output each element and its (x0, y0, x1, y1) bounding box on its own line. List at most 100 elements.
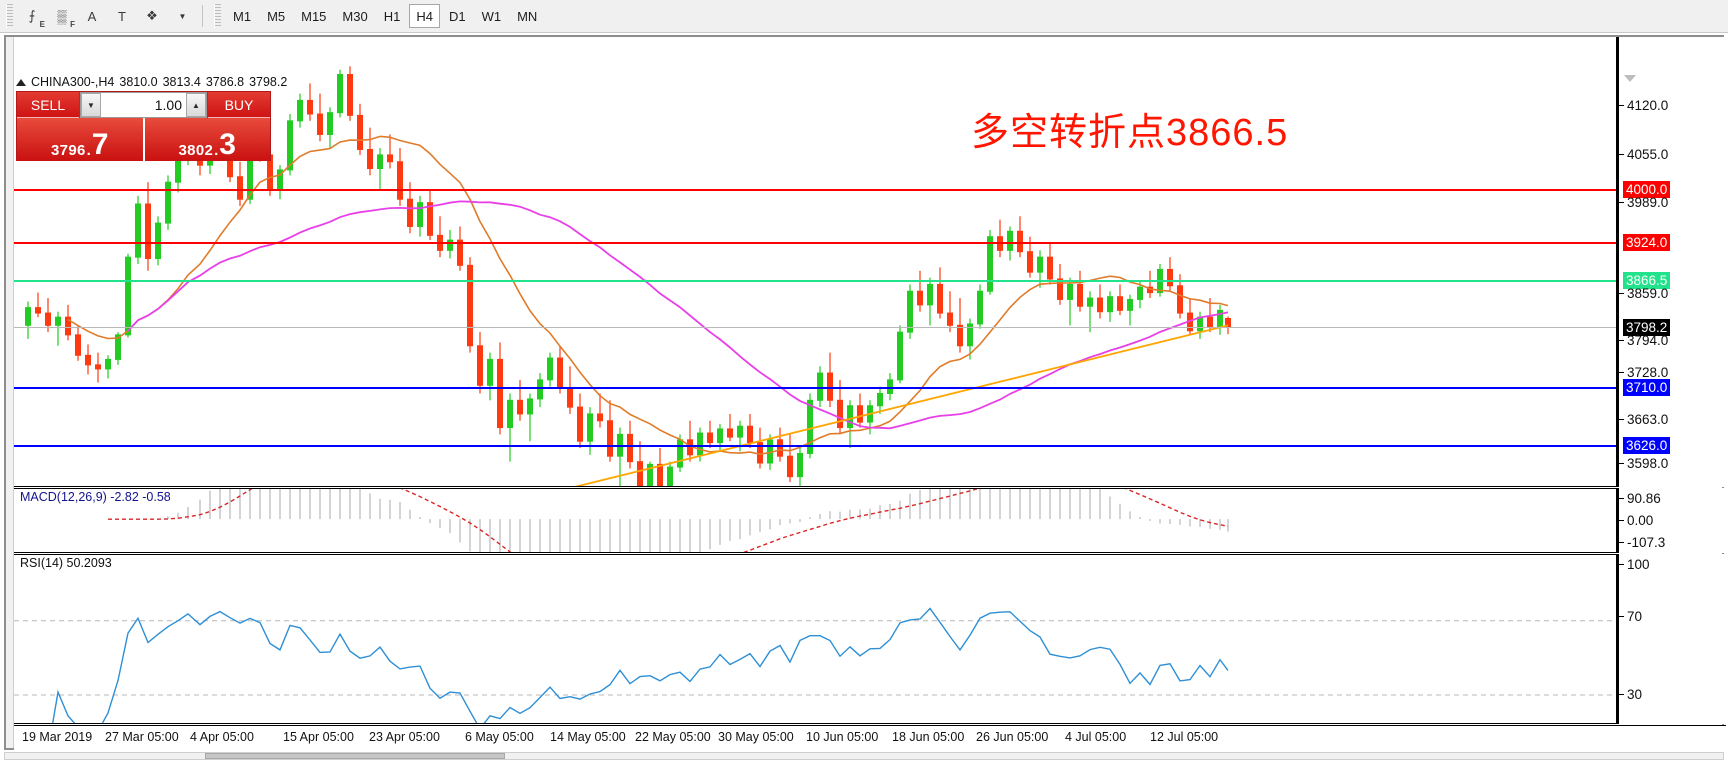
candle-99 (1017, 216, 1023, 258)
candle-55 (577, 393, 583, 449)
candle-61 (637, 441, 643, 486)
scrollbar-thumb[interactable] (205, 753, 505, 759)
price-axis-badge-3710.0[interactable]: 3710.0 (1623, 378, 1671, 396)
tick-mark (1619, 153, 1624, 155)
tick-mark (1619, 497, 1624, 499)
tick-label: 3598.0 (1627, 455, 1669, 471)
candle-4 (65, 304, 71, 341)
tick-label: 70 (1627, 608, 1643, 624)
rsi-axis[interactable]: 100 70 30 (1617, 554, 1728, 724)
level-line-3866.5[interactable] (14, 280, 1616, 282)
horizontal-scrollbar[interactable] (4, 752, 1724, 760)
date-tick-label: 4 Jul 05:00 (1065, 730, 1127, 744)
rsi-pane[interactable]: RSI(14) 50.2093 (14, 554, 1617, 724)
collapse-triangle-icon[interactable] (16, 78, 26, 86)
grid-icon-glyph: ▒ (57, 8, 67, 24)
candle-44 (467, 257, 473, 353)
level-line-3798.2[interactable] (14, 327, 1616, 328)
candlestick-plot (25, 66, 1231, 487)
toolbar-grip-2[interactable] (214, 4, 221, 28)
symbol-name: CHINA300-,H4 (31, 75, 115, 89)
support-trendline[interactable] (484, 324, 1229, 487)
tick-label: 4055.0 (1627, 146, 1669, 162)
price-axis-badge-3866.5[interactable]: 3866.5 (1623, 271, 1671, 289)
candle-83 (857, 393, 863, 428)
volume-input[interactable]: 1.00 (101, 93, 186, 117)
objects-icon[interactable]: ❖ (138, 2, 166, 30)
toolbar-grip-1[interactable] (6, 4, 13, 28)
date-tick-label: 19 Mar 2019 (22, 730, 93, 744)
level-line-3626[interactable] (14, 445, 1616, 447)
tick-mark (1619, 104, 1624, 106)
candle-46 (487, 352, 493, 401)
timeframe-d1[interactable]: D1 (448, 8, 466, 24)
candle-110 (1127, 294, 1133, 326)
candle-40 (427, 189, 433, 241)
candle-85 (877, 386, 883, 414)
timeframe-h4[interactable]: H4 (409, 4, 440, 28)
pane-menu-triangle-icon[interactable] (1624, 75, 1636, 82)
sell-button[interactable]: SELL (17, 92, 79, 118)
tick-label: 3859.0 (1627, 285, 1669, 301)
chart-annotation-text[interactable]: 多空转折点3866.5 (971, 112, 1289, 154)
text-tool-icon[interactable]: A (78, 2, 106, 30)
candle-120 (1225, 316, 1231, 335)
timeframe-m1[interactable]: M1 (233, 8, 252, 24)
buy-price-fraction: 3 (219, 128, 236, 161)
price-axis-tick-3728.0: 3728.0 (1619, 364, 1728, 380)
candle-28 (307, 83, 313, 121)
date-tick-label: 22 May 05:00 (635, 730, 711, 744)
timeframe-m30[interactable]: M30 (342, 8, 368, 24)
level-line-3710[interactable] (14, 387, 1616, 389)
buy-price-button[interactable]: 3802 . 3 (142, 118, 270, 161)
price-axis[interactable]: 4120.0 4055.0 4000.0 3989.0 3924.0 3866.5 3859… (1617, 37, 1728, 516)
left-scroll-strip[interactable] (6, 37, 14, 748)
level-line-4000[interactable] (14, 189, 1616, 191)
timeframe-h1[interactable]: H1 (383, 8, 401, 24)
grid-icon[interactable]: ▒ F (48, 2, 76, 30)
price-axis-tick-4055.0: 4055.0 (1619, 146, 1728, 162)
date-axis[interactable]: 19 Mar 2019 27 Mar 05:00 4 Apr 05:00 15 Apr… (14, 725, 1726, 750)
volume-decrease-icon[interactable]: ▼ (81, 93, 101, 117)
candle-0 (25, 301, 31, 339)
timeframe-mn[interactable]: MN (517, 8, 538, 24)
price-axis-badge-3798.2[interactable]: 3798.2 (1623, 318, 1671, 336)
volume-increase-icon[interactable]: ▲ (186, 93, 206, 117)
candle-13 (155, 216, 161, 266)
tick-mark (1619, 462, 1624, 464)
candle-112 (1147, 270, 1153, 299)
level-line-3924[interactable] (14, 242, 1616, 244)
grid-icon-subscript: F (70, 20, 75, 29)
text-tool-icon-glyph: A (87, 8, 97, 24)
buy-button[interactable]: BUY (208, 92, 270, 118)
sell-price-decimal: . (86, 142, 91, 159)
price-pane[interactable] (14, 37, 1617, 487)
sell-price-button[interactable]: 3796 . 7 (17, 118, 143, 161)
timeframe-m5[interactable]: M5 (267, 8, 286, 24)
timeframe-m15[interactable]: M15 (301, 8, 327, 24)
candle-52 (547, 352, 553, 387)
price-axis-badge-3924.0[interactable]: 3924.0 (1623, 233, 1671, 251)
timeframe-w1[interactable]: W1 (481, 8, 502, 24)
sell-price-integer: 3796 (51, 142, 86, 159)
macd-axis[interactable]: 90.86 0.00 -107.3 (1617, 488, 1728, 553)
indicator-icon[interactable]: ⨍ E (18, 2, 46, 30)
text-label-icon[interactable]: T (108, 2, 136, 30)
candle-92 (947, 291, 953, 333)
objects-dropdown-caret[interactable]: ▼ (168, 2, 196, 30)
tick-label: -107.3 (1627, 534, 1666, 550)
date-tick-label: 6 May 05:00 (465, 730, 534, 744)
price-axis-badge-4000.0[interactable]: 4000.0 (1623, 180, 1671, 198)
candle-33 (357, 103, 363, 155)
volume-stepper[interactable]: ▼ 1.00 ▲ (80, 92, 207, 118)
candle-78 (807, 393, 813, 459)
candle-69 (717, 424, 723, 452)
candle-102 (1047, 243, 1053, 285)
price-axis-badge-3626.0[interactable]: 3626.0 (1623, 436, 1671, 454)
candle-94 (967, 318, 973, 360)
chart-frame: CHINA300-,H4 3810.0 3813.4 3786.8 3798.2… (4, 35, 1728, 750)
macd-pane[interactable]: MACD(12,26,9) -2.82 -0.58 (14, 488, 1617, 553)
candle-39 (417, 195, 423, 237)
candle-21 (237, 161, 243, 207)
candle-41 (437, 216, 443, 258)
